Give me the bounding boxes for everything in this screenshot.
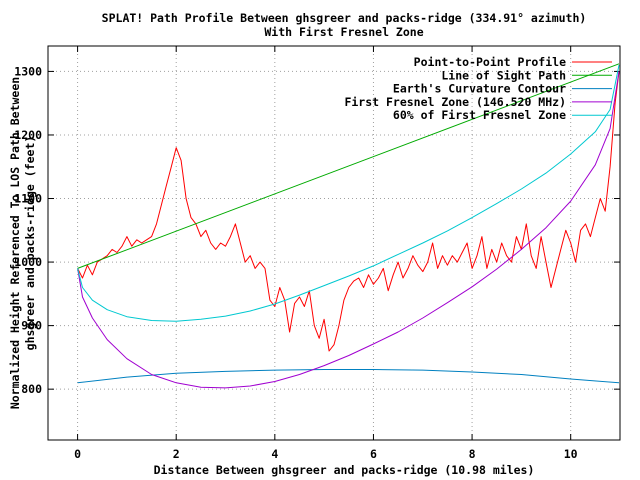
series-lines (77, 63, 620, 389)
legend-entry: 60% of First Fresnel Zone (393, 108, 612, 122)
x-tick-label: 8 (469, 447, 476, 461)
legend-label: Point-to-Point Profile (414, 55, 566, 69)
legend-entry: Point-to-Point Profile (414, 55, 612, 69)
x-tick-label: 10 (564, 447, 578, 461)
y-tick-label: 1200 (14, 128, 42, 142)
y-axis-label-line2: ghsgreer and packs-ridge (feet) (23, 136, 37, 351)
legend-entry: First Fresnel Zone (146.520 MHz) (344, 95, 612, 109)
legend-label: First Fresnel Zone (146.520 MHz) (344, 95, 566, 109)
axis-ticks: 0 2 4 6 8 10 800 900 1000 1100 1200 1300 (14, 46, 620, 461)
series-earth-s-curvature-contour (77, 369, 620, 384)
x-tick-label: 4 (271, 447, 278, 461)
series-line-of-sight-path (77, 63, 620, 269)
x-tick-label: 2 (173, 447, 180, 461)
x-tick-label: 0 (74, 447, 81, 461)
legend-entry: Earth's Curvature Contour (393, 82, 612, 96)
legend-label: Line of Sight Path (441, 68, 566, 82)
y-axis-label-line1: Normalized Height Referenced To LOS Path… (8, 77, 22, 409)
legend-label: Earth's Curvature Contour (393, 82, 566, 96)
y-tick-label: 1300 (14, 64, 42, 78)
y-tick-label: 1100 (14, 192, 42, 206)
y-tick-label: 800 (21, 382, 42, 396)
plot-frame (47, 45, 621, 441)
y-tick-label: 1000 (14, 255, 42, 269)
chart-subtitle: With First Fresnel Zone (264, 25, 423, 39)
x-axis-label: Distance Between ghsgreer and packs-ridg… (154, 463, 535, 477)
x-tick-label: 6 (370, 447, 377, 461)
grid-lines (48, 46, 620, 440)
y-tick-label: 900 (21, 319, 42, 333)
series-first-fresnel-zone-146-520-mhz (77, 71, 620, 389)
legend-entry: Line of Sight Path (441, 68, 612, 82)
series-60-of-first-fresnel-zone (77, 65, 620, 322)
legend-label: 60% of First Fresnel Zone (393, 108, 566, 122)
series-point-to-point-profile (77, 71, 620, 352)
chart-title: SPLAT! Path Profile Between ghsgreer and… (102, 11, 587, 25)
